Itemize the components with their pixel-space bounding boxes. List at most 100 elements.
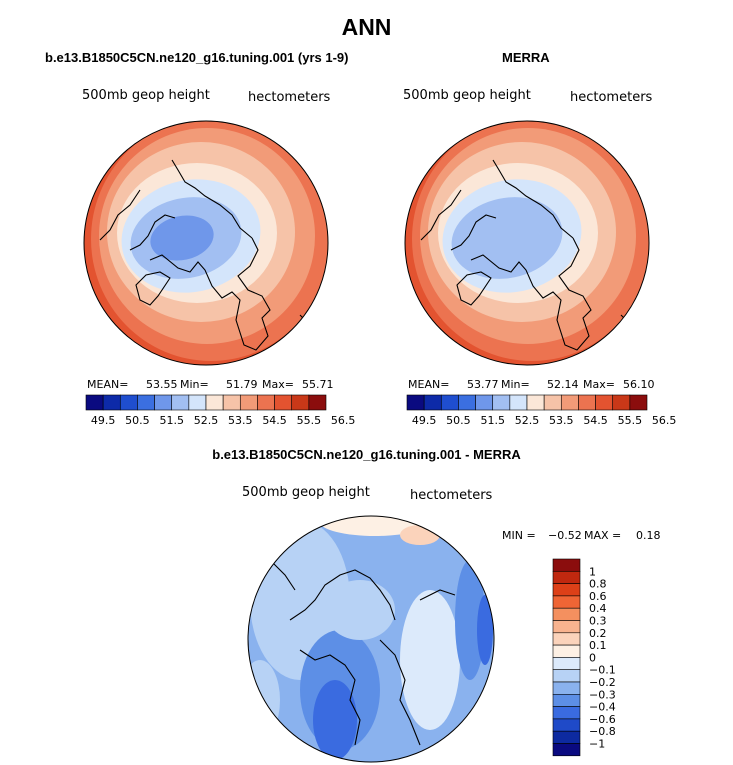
colorbar-2-swatch-10 bbox=[578, 394, 596, 411]
panel2-mean-value: 53.77 bbox=[467, 378, 499, 391]
colorbar-1-swatch-8 bbox=[222, 394, 241, 411]
colorbar-1-tick-label: 56.5 bbox=[331, 414, 356, 427]
map1-boundary bbox=[83, 120, 329, 366]
panel1-title: b.e13.B1850C5CN.ne120_g16.tuning.001 (yr… bbox=[45, 50, 349, 65]
colorbar-1-swatch-5 bbox=[171, 394, 190, 411]
colorbar-1-swatch-2 bbox=[119, 394, 138, 411]
colorbar-1-tick-label: 49.5 bbox=[91, 414, 116, 427]
panel3-units-label: hectometers bbox=[410, 488, 493, 503]
colorbar-3-swatch-1 bbox=[552, 570, 581, 584]
colorbar-2-tick-label: 53.5 bbox=[549, 414, 574, 427]
colorbar-2-swatch-7 bbox=[526, 394, 545, 411]
colorbar-3-swatch-5 bbox=[552, 620, 581, 634]
colorbar-2-tick-label: 49.5 bbox=[412, 414, 437, 427]
colorbar-3-tick-label: −1 bbox=[589, 738, 605, 751]
colorbar-2-tick-label: 52.5 bbox=[515, 414, 540, 427]
colorbar-1-swatch-10 bbox=[257, 394, 275, 411]
panel1-max-value: 55.71 bbox=[302, 378, 334, 391]
colorbar-3-tick-label: 0.1 bbox=[589, 639, 607, 652]
panel1-mean-label: MEAN= bbox=[87, 378, 129, 391]
colorbar-3-tick-label: 0.3 bbox=[589, 615, 607, 628]
colorbar-2-tick-label: 51.5 bbox=[480, 414, 505, 427]
panel3-min-label: MIN = bbox=[502, 529, 536, 542]
colorbar-1-tick-label: 50.5 bbox=[125, 414, 150, 427]
colorbar-1-swatch-0 bbox=[85, 394, 104, 411]
panel2-units-label: hectometers bbox=[570, 90, 653, 105]
panel1-units-label: hectometers bbox=[248, 90, 331, 105]
colorbar-2-swatch-9 bbox=[560, 394, 579, 411]
colorbar-1-swatch-13 bbox=[308, 394, 327, 411]
colorbar-3-tick-label: 0 bbox=[589, 651, 596, 664]
colorbar-2: 49.5 50.5 51.5 52.5 53.5 54.5 55.5 56.5 bbox=[406, 394, 677, 427]
map3 bbox=[248, 516, 494, 762]
colorbar-2-tick-label: 54.5 bbox=[583, 414, 608, 427]
panel2-min-value: 52.14 bbox=[547, 378, 579, 391]
panel3-min-value: −0.52 bbox=[548, 529, 582, 542]
colorbar-3-tick-label: 1 bbox=[589, 565, 596, 578]
colorbar-3-tick-label: −0.6 bbox=[589, 713, 616, 726]
panel1-min-label: Min= bbox=[180, 378, 209, 391]
panel3-field-label: 500mb geop height bbox=[242, 485, 370, 500]
colorbar-2-swatch-4 bbox=[475, 394, 494, 411]
colorbar-3-tick-label: 0.8 bbox=[589, 578, 607, 591]
colorbar-3-swatch-12 bbox=[552, 706, 581, 720]
colorbar-3-tick-label: 0.2 bbox=[589, 627, 607, 640]
colorbar-2-swatch-3 bbox=[458, 394, 476, 411]
panel1-field-label: 500mb geop height bbox=[82, 88, 210, 103]
panel2-max-value: 56.10 bbox=[623, 378, 655, 391]
colorbar-1-swatch-12 bbox=[291, 394, 310, 411]
colorbar-3-swatch-2 bbox=[552, 583, 581, 597]
panel3-max-label: MAX = bbox=[584, 529, 622, 542]
panel3-title: b.e13.B1850C5CN.ne120_g16.tuning.001 - M… bbox=[212, 447, 521, 462]
colorbar-2-swatch-11 bbox=[595, 394, 614, 411]
colorbar-1-tick-label: 51.5 bbox=[159, 414, 184, 427]
colorbar-3-tick-label: −0.2 bbox=[589, 676, 616, 689]
colorbar-2-swatch-5 bbox=[492, 394, 511, 411]
colorbar-2-swatch-6 bbox=[509, 394, 528, 411]
colorbar-2-swatch-0 bbox=[406, 394, 425, 411]
colorbar-3-swatch-9 bbox=[552, 669, 581, 683]
panel2-title: MERRA bbox=[502, 50, 550, 65]
panel2-min-label: Min= bbox=[501, 378, 530, 391]
map3-boundary bbox=[247, 515, 495, 763]
map2-boundary bbox=[404, 120, 650, 366]
colorbar-2-swatch-2 bbox=[440, 394, 459, 411]
colorbar-1-swatch-1 bbox=[102, 394, 121, 411]
colorbar-2-swatch-13 bbox=[629, 394, 648, 411]
colorbar-1-swatch-11 bbox=[274, 394, 293, 411]
colorbar-3-swatch-4 bbox=[552, 607, 581, 621]
colorbar-3-tick-label: −0.1 bbox=[589, 664, 616, 677]
main-title: ANN bbox=[341, 14, 392, 40]
colorbar-1-swatch-6 bbox=[188, 394, 207, 411]
colorbar-3-tick-label: −0.8 bbox=[589, 725, 616, 738]
colorbar-1: 49.5 50.5 51.5 52.5 53.5 54.5 55.5 56.5 bbox=[85, 394, 356, 427]
colorbar-3-swatch-15 bbox=[552, 743, 581, 757]
colorbar-3-tick-label: 0.6 bbox=[589, 590, 607, 603]
colorbar-1-swatch-3 bbox=[137, 394, 155, 411]
colorbar-3-swatch-14 bbox=[552, 730, 581, 744]
colorbar-2-tick-label: 56.5 bbox=[652, 414, 677, 427]
panel1-mean-value: 53.55 bbox=[146, 378, 178, 391]
colorbar-1-swatch-7 bbox=[205, 394, 224, 411]
colorbar-2-tick-label: 55.5 bbox=[618, 414, 643, 427]
panel3-max-value: 0.18 bbox=[636, 529, 661, 542]
panel2-field-label: 500mb geop height bbox=[403, 88, 531, 103]
colorbar-3-swatch-3 bbox=[552, 595, 581, 609]
colorbar-1-swatch-9 bbox=[239, 394, 258, 411]
map3-coastlines bbox=[269, 559, 456, 746]
colorbar-3: 10.80.60.40.30.20.10−0.1−0.2−0.3−0.4−0.6… bbox=[552, 558, 616, 757]
colorbar-3-swatch-13 bbox=[552, 718, 581, 732]
map1 bbox=[84, 121, 328, 365]
colorbar-1-tick-label: 54.5 bbox=[262, 414, 287, 427]
colorbar-2-swatch-1 bbox=[423, 394, 442, 411]
colorbar-3-tick-label: −0.3 bbox=[589, 688, 616, 701]
panel1-max-label: Max= bbox=[262, 378, 294, 391]
colorbar-3-swatch-0 bbox=[552, 558, 581, 572]
panel1-min-value: 51.79 bbox=[226, 378, 258, 391]
colorbar-3-tick-label: 0.4 bbox=[589, 602, 607, 615]
colorbar-3-swatch-11 bbox=[552, 693, 581, 707]
colorbar-3-swatch-7 bbox=[552, 644, 581, 658]
colorbar-2-swatch-8 bbox=[543, 394, 562, 411]
colorbar-1-tick-label: 52.5 bbox=[194, 414, 219, 427]
